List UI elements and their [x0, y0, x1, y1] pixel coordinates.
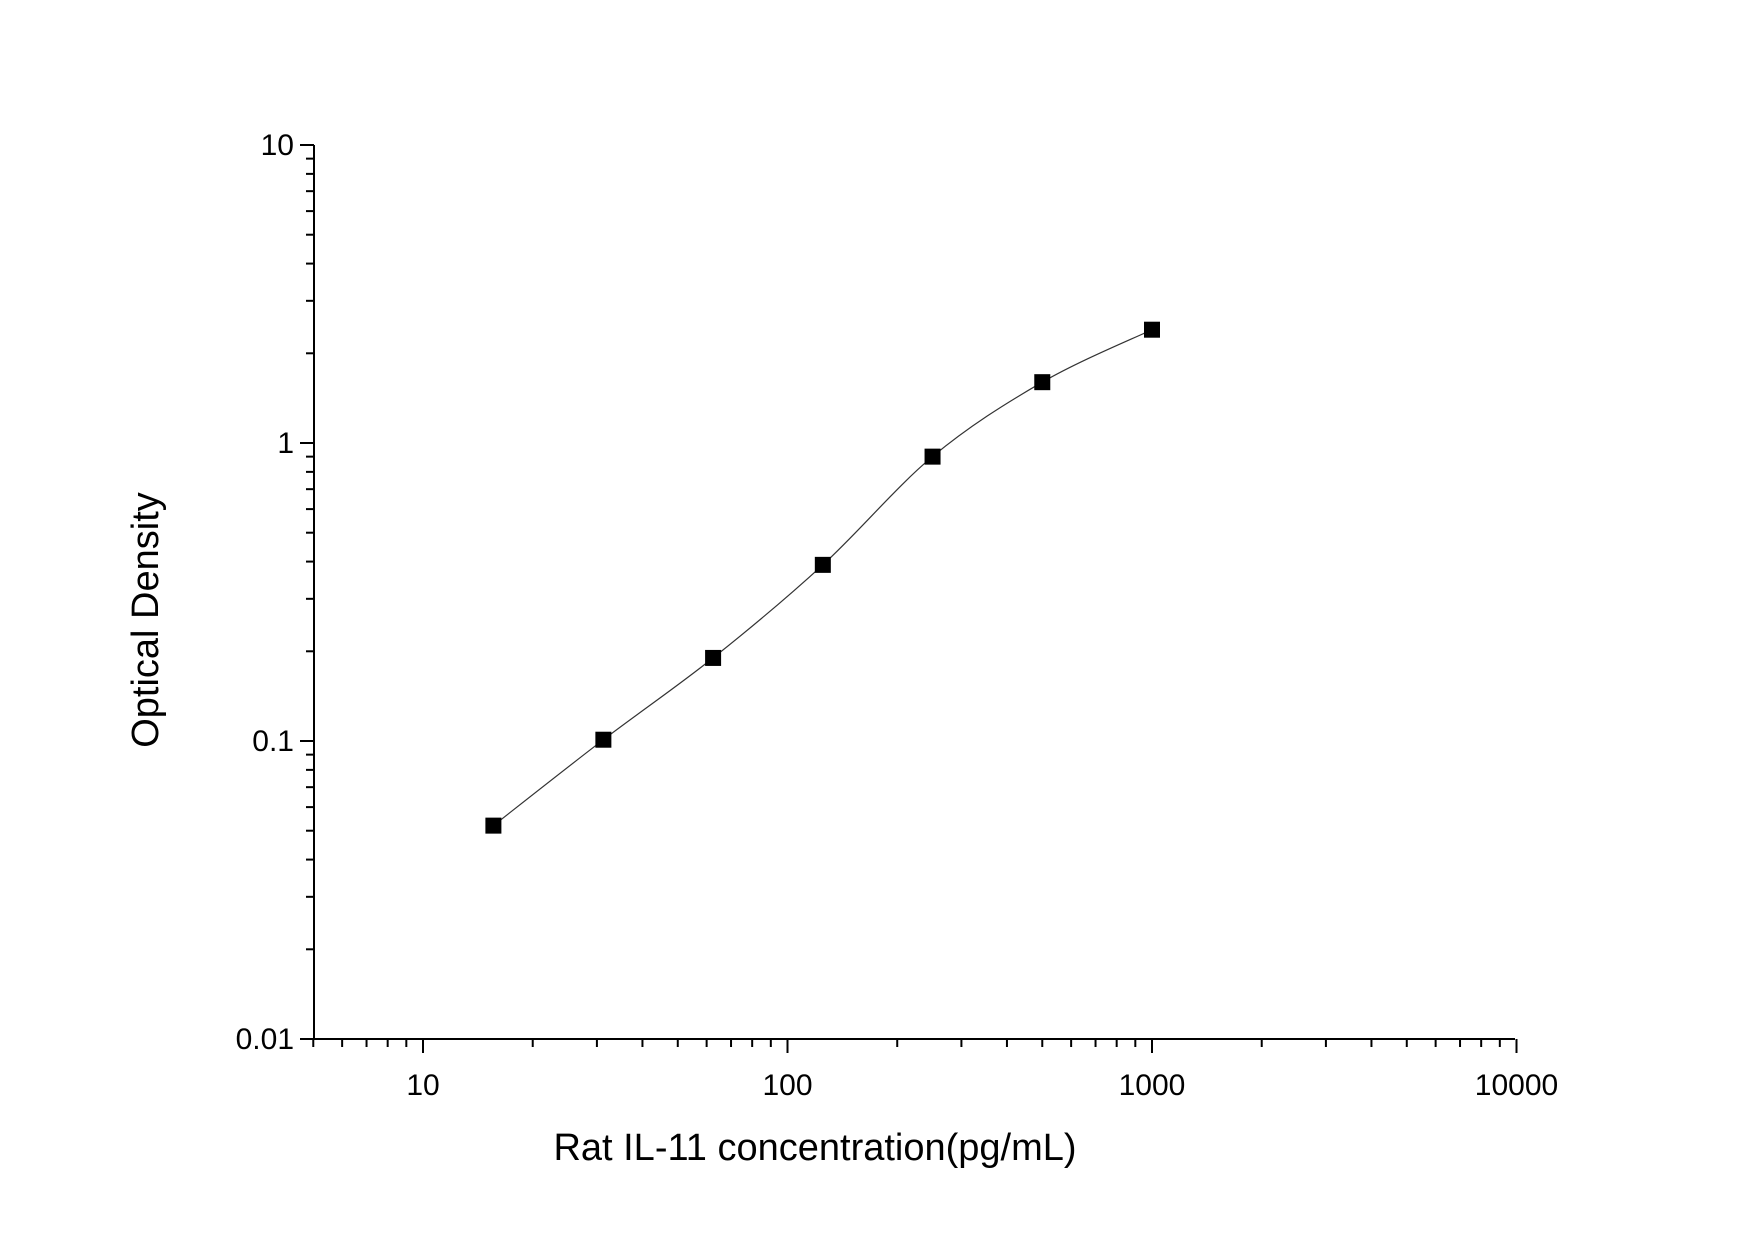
data-point [814, 556, 831, 573]
x-tick-label: 1000 [1119, 1069, 1186, 1102]
y-tick-label: 0.01 [236, 1023, 294, 1056]
y-axis-title: Optical Density [125, 492, 167, 748]
ticks [300, 144, 1518, 1053]
data-point [924, 448, 941, 465]
fit-curve [493, 329, 1153, 827]
data-point [1034, 374, 1051, 391]
x-tick-label: 10 [406, 1069, 439, 1102]
y-tick-label: 1 [277, 427, 294, 460]
x-tick-label: 10000 [1475, 1069, 1558, 1102]
data-markers [485, 321, 1160, 834]
data-point [1144, 321, 1160, 338]
x-axis-title: Rat IL-11 concentration(pg/mL) [553, 1127, 1076, 1169]
data-point [595, 731, 612, 748]
data-point [485, 817, 502, 834]
tick-labels: 10 100 1000 10000 0.01 0.1 1 10 [236, 129, 1559, 1102]
x-tick-label: 100 [762, 1069, 812, 1102]
y-tick-label: 10 [261, 129, 294, 162]
axes [313, 145, 1515, 1040]
data-point [705, 649, 722, 666]
y-tick-label: 0.1 [252, 725, 294, 758]
